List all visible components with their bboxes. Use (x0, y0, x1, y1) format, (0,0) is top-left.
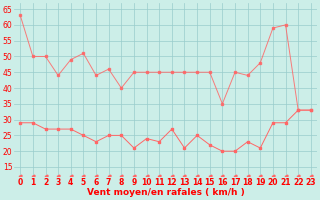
X-axis label: Vent moyen/en rafales ( km/h ): Vent moyen/en rafales ( km/h ) (87, 188, 244, 197)
